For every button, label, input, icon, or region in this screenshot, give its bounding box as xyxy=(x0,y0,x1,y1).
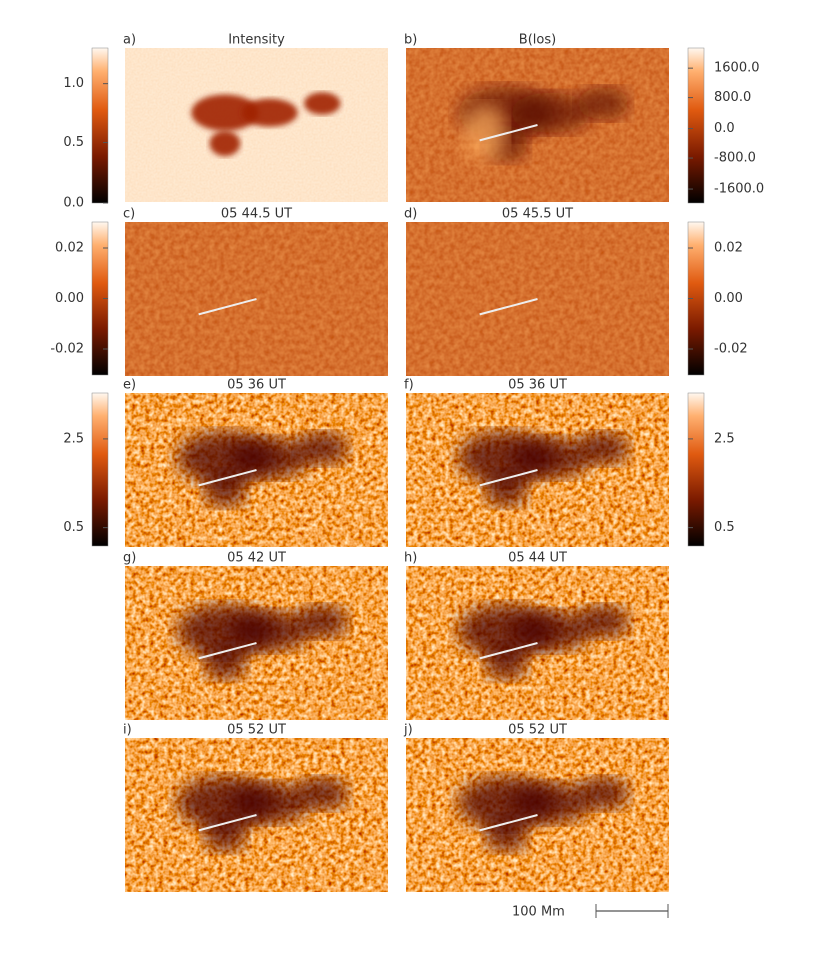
panel xyxy=(125,222,388,376)
dark-region xyxy=(483,643,528,680)
panel-letter: j) xyxy=(403,723,413,738)
panel xyxy=(125,48,388,202)
colorbar-tick-label: 2.5 xyxy=(63,431,84,446)
dark-region xyxy=(209,130,241,157)
dark-region xyxy=(577,605,630,638)
colorbar-tick-label: 0.00 xyxy=(55,291,84,306)
colorbar-tick-label: 0.02 xyxy=(55,241,84,256)
dark-region xyxy=(229,610,310,651)
panel-title: B(los) xyxy=(519,33,556,48)
arrow xyxy=(198,298,257,316)
panel-letter: c) xyxy=(123,207,135,222)
bright-region xyxy=(462,104,507,161)
colorbar-tick-label: 0.5 xyxy=(714,520,735,535)
panel-title: 05 36 UT xyxy=(508,378,567,393)
panel-letter: d) xyxy=(404,207,417,222)
dark-region xyxy=(577,432,630,465)
dark-region xyxy=(304,92,341,115)
panel-title: Intensity xyxy=(228,33,285,48)
arrow xyxy=(198,469,257,487)
panel-letter: h) xyxy=(404,551,417,566)
colorbar xyxy=(687,47,705,204)
dark-region xyxy=(510,610,591,651)
arrow xyxy=(198,642,257,660)
dark-region xyxy=(296,605,349,638)
arrow xyxy=(479,642,538,660)
arrow xyxy=(479,814,538,832)
colorbar-tick-label: 0.5 xyxy=(63,135,84,150)
panel-title: 05 45.5 UT xyxy=(502,207,573,222)
dark-region xyxy=(577,777,630,810)
dark-region xyxy=(577,87,630,120)
panel-title: 05 52 UT xyxy=(508,723,567,738)
panel xyxy=(125,393,388,547)
panel-image xyxy=(125,393,388,547)
panel-image xyxy=(406,48,669,202)
panel-image xyxy=(125,48,388,202)
colorbar-tick-label: -0.02 xyxy=(714,341,748,356)
panel-image xyxy=(406,566,669,720)
panel xyxy=(406,48,669,202)
panel-image xyxy=(125,738,388,892)
colorbar-tick-label: 0.5 xyxy=(63,520,84,535)
panel-image xyxy=(406,738,669,892)
panel-letter: g) xyxy=(123,551,136,566)
colorbar-tick-label: -800.0 xyxy=(714,151,756,166)
colorbar-tick-label: 0.0 xyxy=(714,121,735,136)
panel xyxy=(406,393,669,547)
panel-image xyxy=(125,222,388,376)
panel-title: 05 52 UT xyxy=(227,723,286,738)
dark-region xyxy=(241,98,298,127)
dark-region xyxy=(202,815,247,852)
colorbar-tick-label: -1600.0 xyxy=(714,182,764,197)
panel-image xyxy=(125,566,388,720)
dark-region xyxy=(202,470,247,507)
panel xyxy=(125,738,388,892)
arrow xyxy=(479,124,538,142)
dark-region xyxy=(510,92,591,133)
arrow xyxy=(479,469,538,487)
arrow xyxy=(198,814,257,832)
scale-bar-label: 100 Mm xyxy=(512,905,565,920)
dark-region xyxy=(229,782,310,823)
colorbar-tick-label: 1.0 xyxy=(63,76,84,91)
colorbar-tick-label: 0.02 xyxy=(714,241,743,256)
arrow xyxy=(479,298,538,316)
panel-letter: e) xyxy=(123,378,136,393)
colorbar xyxy=(687,392,705,547)
colorbar-tick-label: 0.0 xyxy=(63,196,84,211)
panel xyxy=(406,222,669,376)
colorbar-tick-label: 800.0 xyxy=(714,90,751,105)
dark-region xyxy=(202,643,247,680)
colorbar xyxy=(91,47,109,204)
panel-title: 05 42 UT xyxy=(227,551,286,566)
dark-region xyxy=(296,432,349,465)
colorbar-tick-label: 0.00 xyxy=(714,291,743,306)
dark-region xyxy=(229,437,310,478)
panel-title: 05 44 UT xyxy=(508,551,567,566)
dark-region xyxy=(483,815,528,852)
panel-title: 05 44.5 UT xyxy=(221,207,292,222)
panel-letter: i) xyxy=(123,723,132,738)
panel-image xyxy=(406,222,669,376)
panel xyxy=(406,566,669,720)
colorbar-tick-label: 2.5 xyxy=(714,431,735,446)
dark-region xyxy=(296,777,349,810)
panel-letter: f) xyxy=(404,378,414,393)
colorbar xyxy=(91,392,109,547)
dark-region xyxy=(510,437,591,478)
panel-letter: a) xyxy=(123,33,136,48)
colorbar-tick-label: -0.02 xyxy=(50,341,84,356)
panel-letter: b) xyxy=(404,33,417,48)
dark-region xyxy=(483,470,528,507)
panel-title: 05 36 UT xyxy=(227,378,286,393)
panel xyxy=(406,738,669,892)
dark-region xyxy=(510,782,591,823)
colorbar-tick-label: 1600.0 xyxy=(714,61,760,76)
panel xyxy=(125,566,388,720)
panel-image xyxy=(406,393,669,547)
dark-region xyxy=(191,94,259,131)
